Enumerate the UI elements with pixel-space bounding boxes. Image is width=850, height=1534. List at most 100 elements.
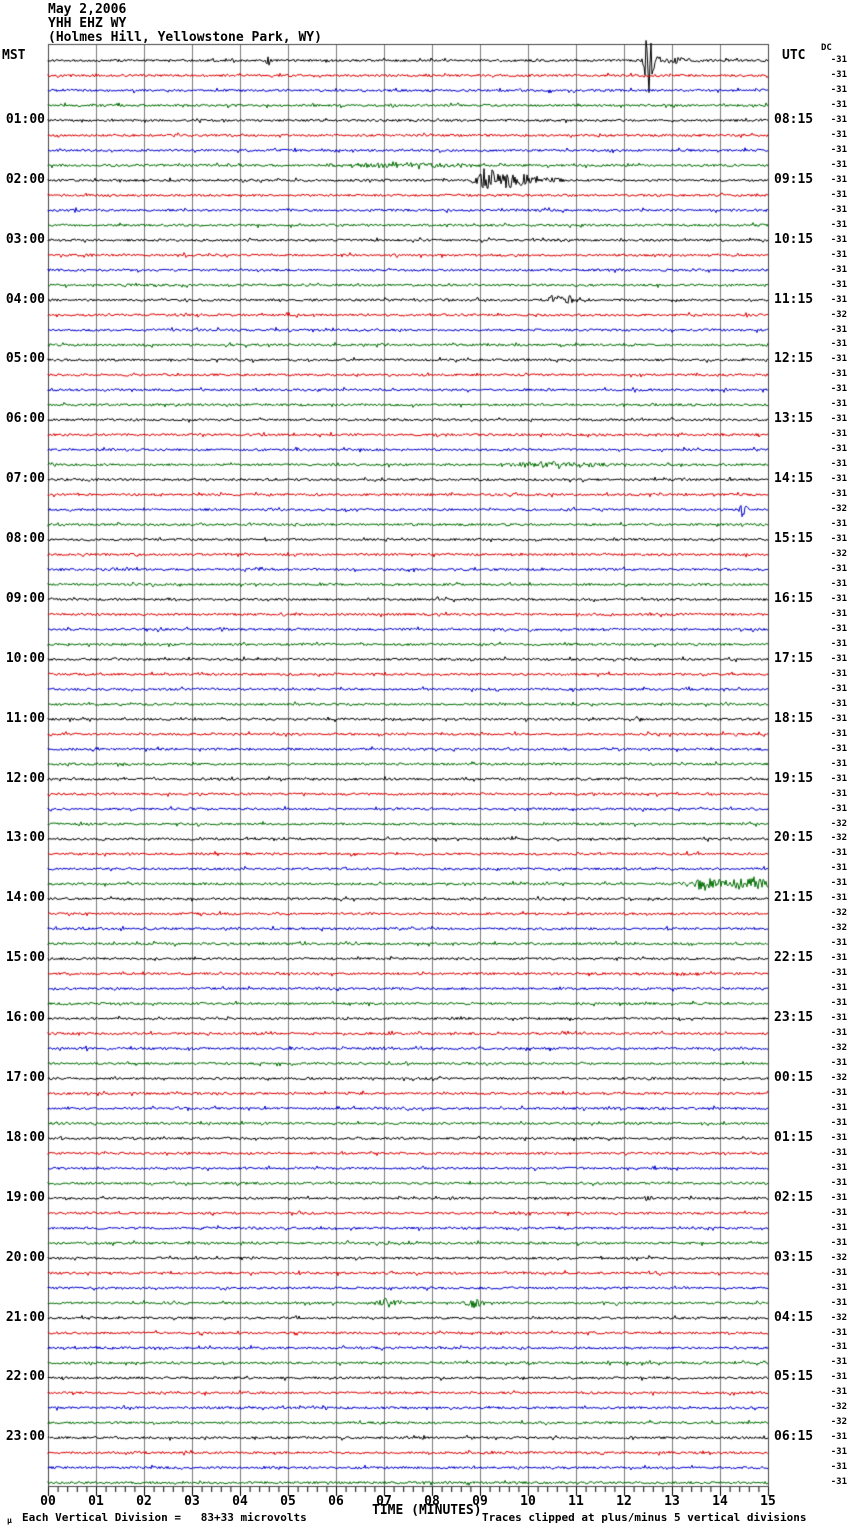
utc-time-label: 17:15 xyxy=(774,650,814,666)
utc-time-label: 22:15 xyxy=(774,950,814,966)
dc-value: -31 xyxy=(830,279,847,290)
mst-time-label: 19:00 xyxy=(5,1189,45,1205)
mst-time-label: 17:00 xyxy=(5,1070,45,1085)
utc-time-label: 12:15 xyxy=(774,351,814,367)
dc-value: -32 xyxy=(830,1312,847,1323)
dc-value: -31 xyxy=(830,99,847,110)
mst-time-label: 23:00 xyxy=(5,1429,45,1445)
dc-value: -31 xyxy=(830,129,847,140)
dc-value: -32 xyxy=(830,908,847,919)
utc-time-label: 15:15 xyxy=(774,531,814,546)
dc-value: -31 xyxy=(830,848,847,859)
mst-time-label: 10:00 xyxy=(5,650,45,666)
dc-value: -31 xyxy=(830,219,847,230)
x-tick-label: 02 xyxy=(136,1494,152,1509)
right-axis-header-utc: UTC xyxy=(782,48,806,63)
utc-time-label: 20:15 xyxy=(774,830,814,846)
dc-value: -31 xyxy=(830,1297,847,1308)
dc-value: -31 xyxy=(830,1327,847,1338)
dc-value: -32 xyxy=(830,1252,847,1263)
dc-value: -31 xyxy=(830,653,847,664)
x-tick-label: 00 xyxy=(40,1494,56,1509)
utc-time-label: 01:15 xyxy=(774,1129,814,1145)
x-tick-label: 01 xyxy=(88,1494,104,1509)
dc-value: -32 xyxy=(830,1402,847,1413)
dc-value: -31 xyxy=(830,489,847,500)
dc-value: -31 xyxy=(830,1387,847,1398)
dc-value: -31 xyxy=(830,474,847,485)
dc-value: -31 xyxy=(830,429,847,440)
dc-value: -32 xyxy=(830,1043,847,1053)
dc-value: -31 xyxy=(830,174,847,185)
dc-value: -31 xyxy=(830,608,847,619)
dc-value: -31 xyxy=(830,788,847,799)
dc-value: -31 xyxy=(830,1132,847,1143)
dc-value: -32 xyxy=(830,818,847,829)
dc-value: -31 xyxy=(830,264,847,275)
mst-time-label: 12:00 xyxy=(5,770,45,786)
x-tick-label: 11 xyxy=(568,1494,584,1509)
dc-value: -31 xyxy=(830,144,847,155)
dc-value: -31 xyxy=(830,863,847,874)
x-tick-label: 04 xyxy=(232,1494,248,1509)
dc-value: -32 xyxy=(830,309,847,320)
dc-value: -31 xyxy=(830,698,847,709)
dc-value: -31 xyxy=(830,189,847,200)
dc-value: -31 xyxy=(830,339,847,350)
dc-value: -31 xyxy=(830,1177,847,1188)
dc-value: -31 xyxy=(830,159,847,170)
dc-value: -32 xyxy=(830,833,847,844)
utc-time-label: 02:15 xyxy=(774,1189,814,1205)
dc-value: -31 xyxy=(830,234,847,245)
dc-value: -31 xyxy=(830,1357,847,1368)
dc-value: -31 xyxy=(830,444,847,455)
x-tick-label: 13 xyxy=(664,1494,680,1509)
utc-time-label: 08:15 xyxy=(774,111,814,127)
utc-time-label: 04:15 xyxy=(774,1309,814,1325)
dc-value: -31 xyxy=(830,1432,847,1443)
dc-value: -31 xyxy=(830,773,847,784)
mst-time-label: 04:00 xyxy=(5,291,45,307)
dc-value: -31 xyxy=(830,1462,847,1473)
mst-time-label: 01:00 xyxy=(5,111,45,127)
x-tick-label: 07 xyxy=(376,1494,392,1509)
mst-time-label: 13:00 xyxy=(5,830,45,846)
utc-time-label: 14:15 xyxy=(774,471,814,487)
mst-time-label: 03:00 xyxy=(5,231,45,247)
dc-value: -31 xyxy=(830,1237,847,1248)
dc-value: -31 xyxy=(830,1058,847,1068)
dc-value: -31 xyxy=(830,878,847,889)
utc-time-label: 00:15 xyxy=(774,1070,814,1085)
x-axis-label: TIME (MINUTES) xyxy=(372,1503,482,1518)
dc-value: -31 xyxy=(830,1087,847,1098)
dc-value: -31 xyxy=(830,1447,847,1458)
utc-time-label: 09:15 xyxy=(774,171,814,187)
mst-time-label: 08:00 xyxy=(5,531,45,546)
dc-value: -31 xyxy=(830,519,847,530)
dc-value: -31 xyxy=(830,953,847,964)
left-axis-header-mst: MST xyxy=(2,48,26,63)
utc-time-label: 06:15 xyxy=(774,1429,814,1445)
utc-time-label: 16:15 xyxy=(774,590,814,606)
title-date: May 2,2006 xyxy=(48,2,127,17)
mst-time-label: 09:00 xyxy=(5,590,45,606)
mst-time-label: 18:00 xyxy=(5,1129,45,1145)
dc-value: -31 xyxy=(830,728,847,739)
dc-value: -31 xyxy=(830,1162,847,1173)
dc-value: -31 xyxy=(830,1222,847,1233)
microvolt-mark: µ xyxy=(7,1516,12,1525)
dc-value: -31 xyxy=(830,983,847,994)
x-tick-label: 09 xyxy=(472,1494,488,1509)
dc-value: -31 xyxy=(830,938,847,949)
utc-time-label: 21:15 xyxy=(774,890,814,906)
mst-time-label: 15:00 xyxy=(5,950,45,966)
dc-value: -31 xyxy=(830,534,847,544)
utc-time-label: 18:15 xyxy=(774,710,814,726)
title-station: YHH EHZ WY xyxy=(48,16,127,31)
mst-time-label: 16:00 xyxy=(5,1010,45,1026)
utc-time-label: 19:15 xyxy=(774,770,814,786)
x-tick-label: 15 xyxy=(760,1494,776,1509)
x-tick-label: 10 xyxy=(520,1494,536,1509)
dc-value: -31 xyxy=(830,399,847,410)
dc-value: -31 xyxy=(830,249,847,260)
